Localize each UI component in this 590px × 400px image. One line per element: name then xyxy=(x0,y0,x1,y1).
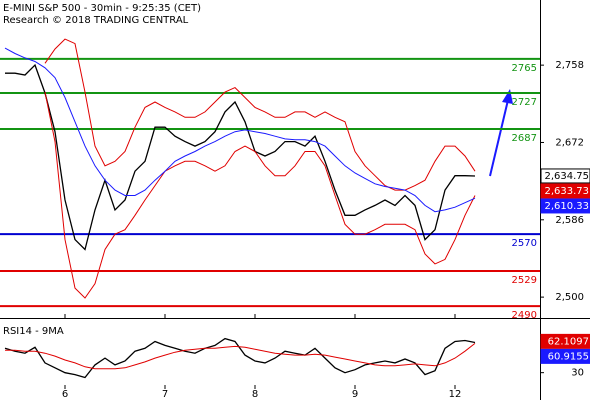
series-line xyxy=(5,343,476,370)
price-box-label: 62.1097 xyxy=(548,336,589,347)
series-line xyxy=(4,47,476,213)
level-label: 2727 xyxy=(512,97,537,108)
x-tick-label: 8 xyxy=(252,389,258,400)
y-tick-label: 2,758 xyxy=(555,60,584,71)
y-tick-label: 2,672 xyxy=(555,137,584,148)
chart-subtitle: Research © 2018 TRADING CENTRAL xyxy=(3,15,189,26)
rsi-title: RSI14 - 9MA xyxy=(3,326,64,337)
y-tick-label: 2,500 xyxy=(555,292,584,303)
x-tick-label: 12 xyxy=(449,389,462,400)
level-label: 2570 xyxy=(512,238,537,249)
price-box xyxy=(540,348,590,364)
series-line xyxy=(4,337,476,379)
price-box-label: 2,610.33 xyxy=(544,201,589,212)
price-box xyxy=(540,183,590,199)
price-box xyxy=(540,333,590,349)
x-tick-label: 6 xyxy=(62,389,68,400)
price-box-label: 60.9155 xyxy=(548,351,589,362)
price-box xyxy=(540,198,590,214)
price-box-label: 2,634.75 xyxy=(544,171,589,182)
series-line xyxy=(5,63,476,251)
x-tick-label: 9 xyxy=(352,389,358,400)
price-box xyxy=(540,168,590,184)
chart-title: E-MINI S&P 500 - 30min - 9:25:35 (CET) xyxy=(3,3,201,14)
x-tick-label: 7 xyxy=(162,389,168,400)
price-box-label: 2,633.73 xyxy=(544,186,589,197)
y-tick-label: 2,586 xyxy=(555,215,584,226)
level-label: 2687 xyxy=(512,133,537,144)
level-label: 2765 xyxy=(512,63,537,74)
series-line xyxy=(44,92,476,299)
level-label: 2529 xyxy=(512,275,537,286)
y-tick-label: 30 xyxy=(571,368,584,379)
level-label: 2490 xyxy=(512,310,537,321)
